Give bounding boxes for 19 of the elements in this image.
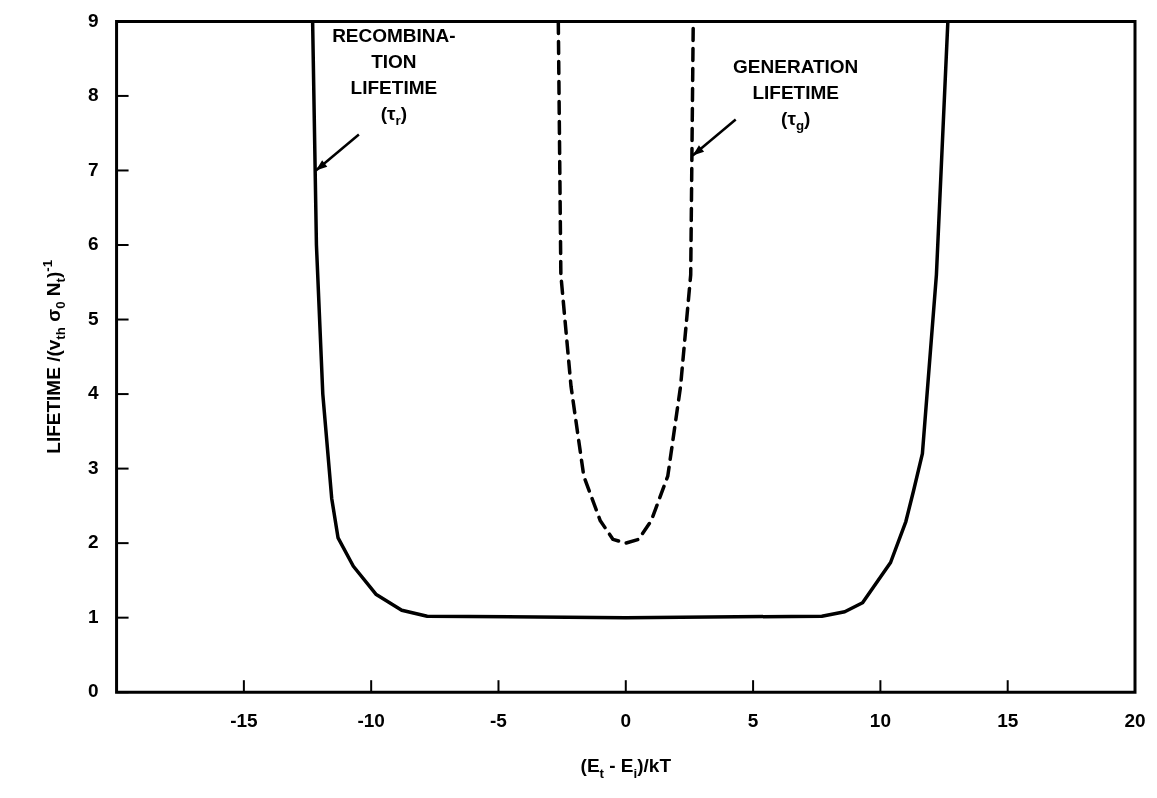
y-tick-label: 0 [87,680,99,702]
x-tick-label: 10 [869,709,891,731]
y-tick-label: 2 [87,531,99,553]
x-tick-label: -15 [230,709,259,731]
x-tick-label: 15 [997,709,1019,731]
x-tick-label: -5 [490,709,508,731]
x-tick-label: 0 [620,709,632,731]
y-tick-label: 9 [87,9,99,31]
y-tick-label: 6 [87,233,99,255]
y-tick-label: 8 [87,84,99,106]
y-tick-label: 7 [87,158,99,180]
y-tick-label: 1 [87,605,99,627]
y-tick-label: 4 [87,382,99,404]
x-tick-label: 5 [747,709,759,731]
x-tick-label: 20 [1124,709,1146,731]
y-tick-label: 3 [87,456,99,478]
y-axis-title: LIFETIME /(vth σ0 Nt)-1 [39,259,68,454]
y-tick-label: 5 [87,307,99,329]
x-tick-label: -10 [357,709,385,731]
